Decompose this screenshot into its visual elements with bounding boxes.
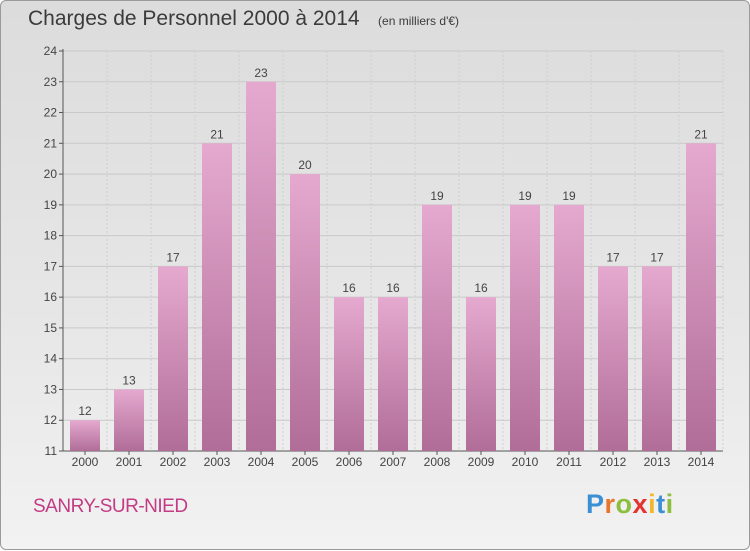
data-label-2001: 13 [122,373,136,387]
x-tick-label: 2004 [248,455,275,469]
bar-2013 [642,266,672,451]
bar-2006 [334,297,364,451]
data-label-2008: 19 [430,189,444,203]
x-tick-label: 2010 [512,455,539,469]
x-tick-label: 2006 [336,455,363,469]
y-tick-label: 19 [44,198,58,212]
bar-2010 [510,204,540,451]
x-tick-label: 2008 [424,455,451,469]
chart-title: Charges de Personnel 2000 à 2014 [28,7,360,30]
y-tick-labels: 11 12 13 14 15 16 17 18 19 20 21 22 23 24 [44,44,58,458]
x-tick-label: 2013 [644,455,671,469]
bar-2004 [246,81,276,452]
data-label-2011: 19 [562,189,576,203]
x-tick-label: 2011 [556,455,582,469]
x-tick-label: 2012 [600,455,627,469]
bar-2008 [422,204,452,451]
x-tick-label: 2000 [72,455,99,469]
y-tick-label: 22 [44,106,58,120]
bar-2005 [290,174,320,452]
data-label-2009: 16 [474,281,488,295]
y-tick-label: 16 [44,290,58,304]
y-tick-label: 14 [44,352,58,366]
x-tick-label: 2001 [116,455,143,469]
data-label-2007: 16 [386,281,400,295]
x-tick-label: 2005 [292,455,319,469]
bar-2001 [114,389,144,451]
y-tick-label: 12 [44,413,58,427]
chart-header: Charges de Personnel 2000 à 2014 (en mil… [28,7,459,31]
commune-name: SANRY-SUR-NIED [33,496,188,517]
x-tick-label: 2002 [160,455,187,469]
bar-2009 [466,297,496,451]
bar-2012 [598,266,628,451]
y-tick-label: 13 [44,382,58,396]
bar-2002 [158,266,188,451]
data-label-2003: 21 [210,127,224,141]
bar-2011 [554,204,584,451]
x-tick-label: 2007 [380,455,407,469]
data-labels: 12 13 17 21 23 20 16 16 19 16 19 19 17 17 21 [78,66,708,418]
x-tick-label: 2009 [468,455,495,469]
bar-2003 [202,143,232,452]
x-tick-label: 2014 [688,455,715,469]
y-tick-label: 18 [44,229,58,243]
data-label-2010: 19 [518,189,532,203]
proxiti-logo[interactable]: Proxiti [586,489,674,519]
y-tick-label: 21 [44,136,58,150]
bars [70,81,716,452]
y-tick-label: 20 [44,167,58,181]
y-tick-label: 24 [44,44,58,58]
y-tick-label: 23 [44,75,58,89]
data-label-2014: 21 [694,127,708,141]
bar-2007 [378,297,408,451]
data-label-2013: 17 [650,250,664,264]
x-tick-label: 2003 [204,455,231,469]
data-label-2000: 12 [78,404,92,418]
data-label-2002: 17 [166,250,180,264]
chart-subtitle: (en milliers d'€) [378,14,460,28]
bar-2014 [686,143,716,452]
bar-2000 [70,420,100,451]
data-label-2005: 20 [298,158,312,172]
data-label-2004: 23 [254,66,268,80]
y-tick-label: 15 [44,321,58,335]
y-tick-label: 17 [44,259,58,273]
data-label-2012: 17 [606,250,620,264]
y-tick-label: 11 [45,444,58,458]
x-tick-labels: 2000 2001 2002 2003 2004 2005 2006 2007 2008 2009… [72,455,715,469]
data-label-2006: 16 [342,281,356,295]
